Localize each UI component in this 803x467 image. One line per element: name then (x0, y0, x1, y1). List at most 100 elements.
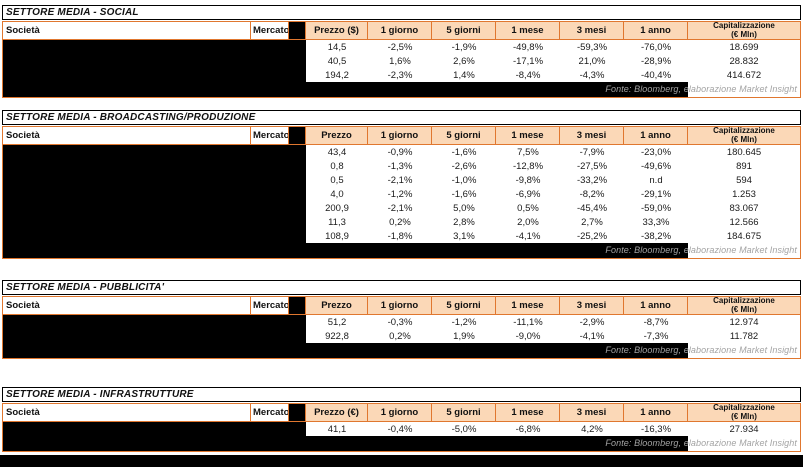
value-cell: 2,0% (517, 216, 539, 228)
redacted-company-cell (3, 40, 306, 54)
value-cell: -4,3% (579, 69, 605, 81)
cap-header-line1: Capitalizzazione (713, 127, 775, 135)
column-header-period: 1 anno (624, 127, 688, 145)
table-footer-row: Fonte: Bloomberg, elaborazione Market In… (3, 243, 800, 258)
value-cell: -2,3% (387, 69, 413, 81)
column-header-period: 1 giorno (368, 297, 432, 315)
value-cell: 891 (736, 160, 752, 172)
value-cell: 594 (736, 174, 752, 186)
value-cell: 12.566 (729, 216, 759, 228)
value-cell: -1,2% (451, 316, 477, 328)
column-header-period: 5 giorni (432, 22, 496, 40)
section-title: SETTORE MEDIA - INFRASTRUTTURE (2, 387, 801, 402)
redacted-header-cell (289, 297, 306, 315)
column-header-capitalizzazione: Capitalizzazione (€ Mln) (688, 127, 800, 145)
table-row: 41,1 -0,4% -5,0% -6,8% 4,2% -16,3% 27.934 (3, 422, 800, 436)
value-cell: -27,5% (576, 160, 608, 172)
value-cell: -1,0% (451, 174, 477, 186)
value-cell: -4,1% (515, 230, 541, 242)
value-cell: -9,0% (515, 330, 541, 342)
value-cell: -8,2% (579, 188, 605, 200)
cap-header-line2: (€ Mln) (731, 304, 757, 314)
value-cell: -2,9% (579, 316, 605, 328)
table-header-row: Società Mercato Prezzo (€) 1 giorno 5 giorni… (3, 404, 800, 422)
value-cell: 3,1% (453, 230, 475, 242)
value-cell: -0,3% (387, 316, 413, 328)
value-cell: -23,0% (640, 146, 672, 158)
value-cell: 194,2 (325, 69, 349, 81)
table-header-row: Società Mercato Prezzo 1 giorno 5 giorni 1 me… (3, 127, 800, 145)
redacted-company-cell (3, 54, 306, 68)
redacted-company-cell (3, 187, 306, 201)
column-header-mercato: Mercato (251, 127, 289, 145)
data-table: Società Mercato Prezzo 1 giorno 5 giorni 1 me… (2, 126, 801, 259)
column-header-period: 1 mese (496, 22, 560, 40)
redacted-header-cell (289, 22, 306, 40)
column-header-period: 1 anno (624, 297, 688, 315)
value-cell: -28,9% (640, 55, 672, 67)
value-cell: 28.832 (729, 55, 759, 67)
value-cell: 11.782 (729, 330, 759, 342)
value-cell: 0,5 (330, 174, 344, 186)
value-cell: -33,2% (576, 174, 608, 186)
value-cell: 184.675 (726, 230, 762, 242)
value-cell: -7,3% (643, 330, 669, 342)
value-cell: 33,3% (642, 216, 670, 228)
source-note: Fonte: Bloomberg, elaborazione Market In… (605, 345, 797, 355)
value-cell: 200,9 (325, 202, 349, 214)
redaction-bar (3, 436, 688, 451)
column-header-period: 5 giorni (432, 127, 496, 145)
value-cell: 51,2 (327, 316, 347, 328)
value-cell: -5,0% (451, 423, 477, 435)
section-broadcasting-produzione: SETTORE MEDIA - BROADCASTING/PRODUZIONE S… (2, 110, 801, 259)
data-table: Società Mercato Prezzo (€) 1 giorno 5 giorni… (2, 403, 801, 452)
cap-header-line1: Capitalizzazione (713, 22, 775, 30)
column-header-mercato: Mercato (251, 404, 289, 422)
column-header-societa: Società (3, 22, 251, 40)
table-header-row: Società Mercato Prezzo 1 giorno 5 giorni 1 me… (3, 297, 800, 315)
table-row: 922,8 0,2% 1,9% -9,0% -4,1% -7,3% 11.782 (3, 329, 800, 343)
column-header-prezzo: Prezzo ($) (306, 22, 368, 40)
source-note: Fonte: Bloomberg, elaborazione Market In… (605, 84, 797, 94)
value-cell: -45,4% (576, 202, 608, 214)
column-header-period: 5 giorni (432, 297, 496, 315)
table-footer-row: Fonte: Bloomberg, elaborazione Market In… (3, 436, 800, 451)
value-cell: n.d (649, 174, 663, 186)
column-header-capitalizzazione: Capitalizzazione (€ Mln) (688, 297, 800, 315)
value-cell: -25,2% (576, 230, 608, 242)
value-cell: 4,0 (330, 188, 344, 200)
value-cell: 108,9 (325, 230, 349, 242)
section-title: SETTORE MEDIA - BROADCASTING/PRODUZIONE (2, 110, 801, 125)
value-cell: 5,0% (453, 202, 475, 214)
redacted-company-cell (3, 329, 306, 343)
cap-header-line2: (€ Mln) (731, 134, 757, 144)
value-cell: 12.974 (729, 316, 759, 328)
cap-header-line1: Capitalizzazione (713, 404, 775, 412)
value-cell: 1,4% (453, 69, 475, 81)
section-social: SETTORE MEDIA - SOCIAL Società Mercato Prez… (2, 5, 801, 98)
column-header-period: 3 mesi (560, 22, 624, 40)
column-header-period: 3 mesi (560, 297, 624, 315)
column-header-period: 1 mese (496, 404, 560, 422)
column-header-capitalizzazione: Capitalizzazione (€ Mln) (688, 22, 800, 40)
value-cell: 83.067 (729, 202, 759, 214)
column-header-mercato: Mercato (251, 297, 289, 315)
table-row: 108,9 -1,8% 3,1% -4,1% -25,2% -38,2% 184.675 (3, 229, 800, 243)
value-cell: -2,1% (387, 202, 413, 214)
value-cell: 1,6% (389, 55, 411, 67)
value-cell: -1,3% (387, 160, 413, 172)
value-cell: 11,3 (328, 216, 346, 228)
value-cell: -2,5% (387, 41, 413, 53)
cap-header-line2: (€ Mln) (731, 411, 757, 421)
table-row: 51,2 -0,3% -1,2% -11,1% -2,9% -8,7% 12.974 (3, 315, 800, 329)
value-cell: 21,0% (578, 55, 606, 67)
value-cell: -9,8% (515, 174, 541, 186)
value-cell: -0,9% (387, 146, 413, 158)
table-row: 4,0 -1,2% -1,6% -6,9% -8,2% -29,1% 1.253 (3, 187, 800, 201)
value-cell: 0,2% (389, 330, 411, 342)
value-cell: -38,2% (640, 230, 672, 242)
value-cell: 414.672 (726, 69, 762, 81)
value-cell: -4,1% (579, 330, 605, 342)
table-row: 14,5 -2,5% -1,9% -49,8% -59,3% -76,0% 18.699 (3, 40, 800, 54)
value-cell: 1.253 (732, 188, 756, 200)
